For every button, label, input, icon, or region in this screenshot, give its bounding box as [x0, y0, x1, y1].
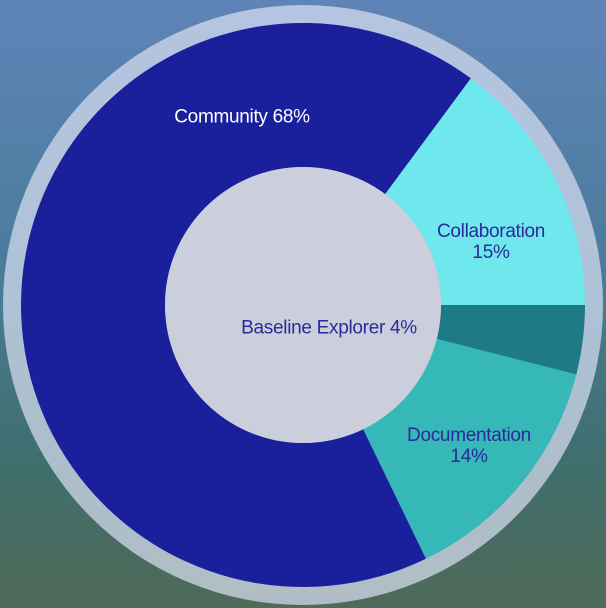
slice-label: Baseline Explorer 4%	[241, 317, 417, 339]
donut-hole	[165, 167, 441, 443]
slice	[436, 305, 585, 375]
slice	[363, 338, 577, 559]
slice	[20, 22, 471, 588]
slice	[385, 78, 585, 306]
slice-label: Documentation 14%	[407, 425, 531, 467]
slice-label: Community 68%	[174, 106, 310, 128]
slice-label: Collaboration 15%	[436, 221, 546, 263]
